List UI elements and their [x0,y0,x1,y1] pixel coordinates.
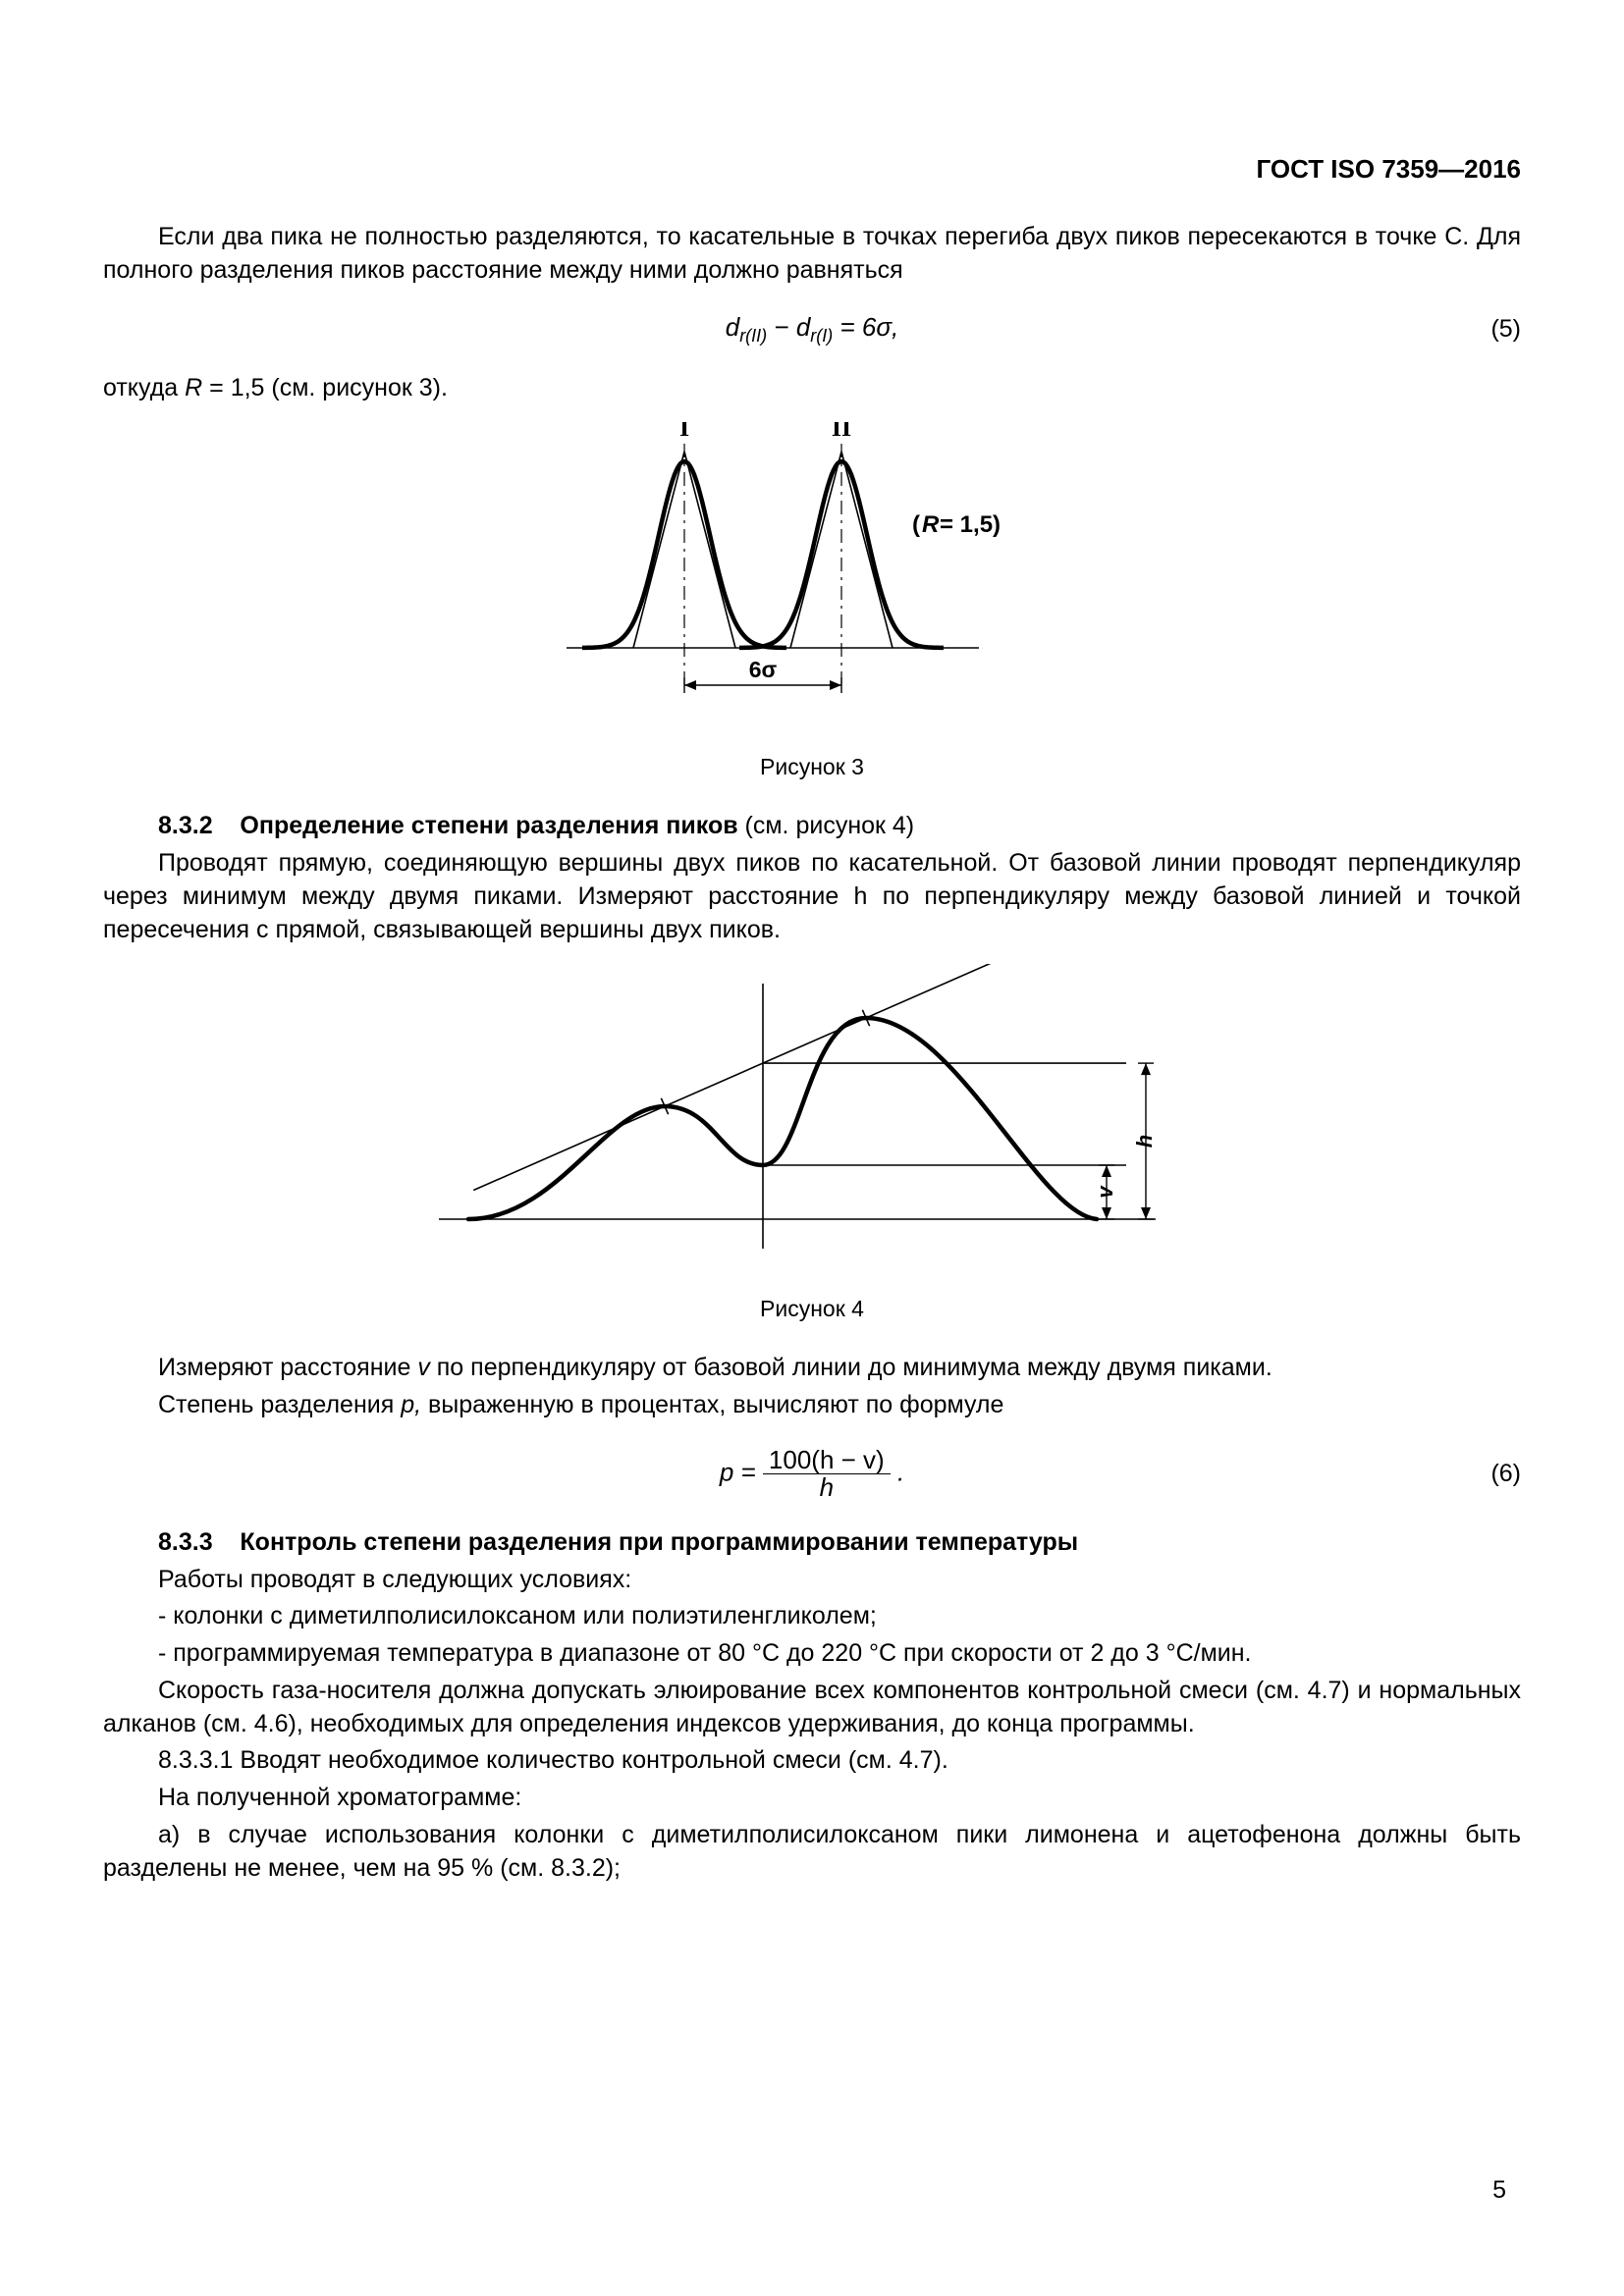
eq5-sub-r1: r(I) [810,326,833,346]
svg-text:(: ( [912,511,920,538]
eq5-d2: d [796,312,810,342]
para2-post: = 1,5 (см. рисунок 3). [202,374,448,401]
figure-4-caption: Рисунок 4 [103,1294,1521,1324]
eq5-sub-r2: r(II) [739,326,767,346]
sec832-num: 8.3.2 [158,812,213,839]
figure-4: hv [103,964,1521,1278]
equation-6-row: p = 100(h − v)h . (6) [103,1440,1521,1509]
sec833-title: Контроль степени разделения при программ… [240,1528,1078,1556]
paragraph-833-c: - программируемая температура в диапазон… [103,1637,1521,1671]
paragraph-after-fig4-2: Степень разделения p, выраженную в проце… [103,1389,1521,1422]
equation-6-number: (6) [1490,1458,1521,1491]
paf4-2-p: p, [401,1391,421,1418]
paf4-2-post: выраженную в процентах, вычисляют по фор… [421,1391,1003,1418]
eq6-period: . [891,1458,904,1487]
paragraph-833-b: - колонки с диметилполисилоксаном или по… [103,1600,1521,1633]
sec832-tail: (см. рисунок 4) [738,812,915,839]
eq5-rhs: = 6σ, [833,312,898,342]
paragraph-intro: Если два пика не полностью разделяются, … [103,221,1521,288]
svg-text:R: R [922,511,940,538]
svg-text:v: v [1093,1185,1117,1199]
eq6-denominator: h [763,1474,891,1501]
eq6-eq: = [733,1458,763,1487]
paragraph-after-fig4-1: Измеряют расстояние v по перпендикуляру … [103,1352,1521,1385]
paragraph-832: Проводят прямую, соединяющую вершины дву… [103,847,1521,946]
equation-5-number: (5) [1490,313,1521,347]
svg-text:II: II [832,422,851,442]
equation-5-row: dr(II) − dr(I) = 6σ, (5) [103,305,1521,354]
eq6-numerator: 100(h − v) [763,1447,891,1474]
section-832-heading: 8.3.2 Определение степени разделения пик… [103,810,1521,843]
paragraph-whence: откуда R = 1,5 (см. рисунок 3). [103,372,1521,405]
svg-text:h: h [1132,1135,1157,1148]
figure-3: III(R = 1,5)6σ [103,422,1521,736]
content-body: Если два пика не полностью разделяются, … [103,221,1521,1885]
svg-text:6σ: 6σ [749,657,778,682]
figure-3-svg: III(R = 1,5)6σ [557,422,1067,736]
para2-pre: откуда [103,374,185,401]
sec833-num: 8.3.3 [158,1528,213,1556]
paragraph-833-d: Скорость газа-носителя должна допускать … [103,1675,1521,1741]
para2-R: R [185,374,202,401]
paf4-1-pre: Измеряют расстояние [158,1354,417,1381]
sec832-title: Определение степени разделения пиков [240,812,737,839]
equation-5: dr(II) − dr(I) = 6σ, [726,310,899,347]
svg-text:I: I [679,422,689,442]
page-number: 5 [1492,2174,1506,2208]
figure-4-svg: hv [409,964,1215,1278]
paf4-1-v: v [417,1354,430,1381]
paragraph-833-a: Работы проводят в следующих условиях: [103,1564,1521,1597]
eq6-p: p [720,1458,733,1487]
section-833-heading: 8.3.3 Контроль степени разделения при пр… [103,1526,1521,1560]
paf4-2-pre: Степень разделения [158,1391,401,1418]
paragraph-8331-c: а) в случае использования колонки с диме… [103,1819,1521,1886]
page-root: ГОСТ ISO 7359—2016 Если два пика не полн… [0,0,1624,2296]
equation-6: p = 100(h − v)h . [720,1447,904,1502]
eq5-d1: d [726,312,739,342]
figure-3-caption: Рисунок 3 [103,752,1521,782]
svg-text:= 1,5): = 1,5) [940,511,1001,538]
paragraph-8331-a: 8.3.3.1 Вводят необходимое количество ко… [103,1744,1521,1778]
paf4-1-post: по перпендикуляру от базовой линии до ми… [430,1354,1272,1381]
doc-header: ГОСТ ISO 7359—2016 [1256,152,1521,187]
eq6-frac: 100(h − v)h [763,1447,891,1502]
eq5-minus: − [767,312,796,342]
paragraph-8331-b: На полученной хроматограмме: [103,1782,1521,1815]
